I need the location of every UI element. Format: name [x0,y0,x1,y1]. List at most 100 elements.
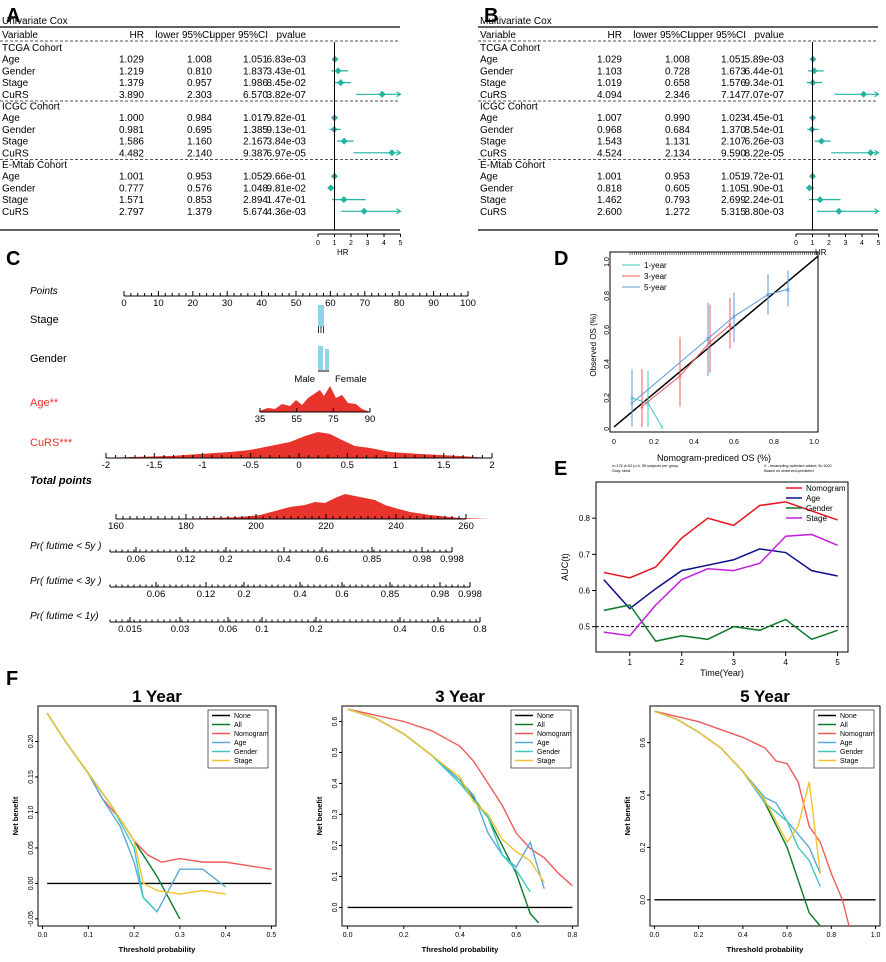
hr-value: 1.379 [119,78,144,89]
lower-ci-value: 1.131 [665,137,690,148]
dca-title: 5 Year [740,687,790,706]
net-benefit-line [46,712,226,895]
column-header: pvalue [755,30,785,41]
upper-ci-value: 1.052 [243,172,268,183]
hr-value: 1.462 [597,195,622,206]
pr-3y-tick-label: 0.06 [147,589,166,600]
hr-value: 2.600 [597,207,622,218]
variable-label: Gender [2,183,36,194]
legend-label: Gender [234,749,258,756]
calibration-point: × [786,285,791,294]
panel-letter-d: D [554,248,568,270]
total-points-density [170,494,490,519]
pr-1y-tick-label: 0.06 [219,624,238,635]
legend-label: Age [537,740,550,747]
total-points-tick-label: 240 [388,521,404,532]
legend-label: Stage [806,514,827,523]
hr-point [867,149,875,157]
cohort-label: TCGA Cohort [2,43,62,54]
dca-title: 3 Year [435,687,485,706]
variable-label: Stage [2,78,29,89]
lower-ci-value: 2.346 [665,90,690,101]
ci-arrow [874,208,880,215]
y-tick-label: 0.00 [28,877,35,891]
pvalue: 3.43e-01 [267,66,307,77]
y-tick-label: 0.05 [28,841,35,855]
pr-3y-tick-label: 0.12 [197,589,216,600]
variable-label: Stage [2,195,29,206]
cohort-label: E-Mtab Cohort [2,160,67,171]
legend-label: Age [806,494,821,503]
legend-label: Gender [840,749,864,756]
age-label: Age** [30,397,59,409]
hr-value: 1.019 [597,78,622,89]
y-tick-label: 0.0 [640,895,647,905]
pvalue: 6.26e-03 [745,137,785,148]
upper-ci-value: 1.576 [721,78,746,89]
net-benefit-line [347,708,573,887]
age-tick-label: 35 [255,414,266,425]
variable-label: Age [2,113,20,124]
pr-1y-tick-label: 0.2 [309,624,322,635]
pr-3y-tick-label: 0.6 [335,589,348,600]
cohort-label: ICGC Cohort [480,102,538,113]
calibration-point: × [678,372,683,381]
forest-title: Multivariate Cox [480,16,552,27]
y-tick-label: 0.1 [332,871,339,881]
curs-tick-label: 0 [296,460,301,471]
upper-ci-value: 1.051 [721,172,746,183]
variable-label: Age [480,113,498,124]
legend-label: 3-year [644,272,667,281]
y-axis-label: AUC(t) [560,553,570,581]
variable-label: Gender [2,66,36,77]
x-tick-label: 2 [827,240,831,247]
pvalue: 3.84e-03 [267,137,307,148]
x-tick-label: 0 [316,240,320,247]
x-tick-label: 0.2 [694,932,704,939]
x-tick-label: 1.0 [809,439,819,446]
x-tick-label: 0.8 [769,439,779,446]
curs-tick-label: 0.5 [341,460,354,471]
column-header: lower 95%CI [155,30,212,41]
total-points-tick-label: 200 [248,521,264,532]
upper-ci-value: 2.167 [243,137,268,148]
gender-female-label: Female [335,374,367,385]
legend-label: Age [840,740,853,747]
x-axis-label: Threshold probability [727,945,804,954]
curs-tick-label: -1 [198,460,206,471]
pvalue: 2.24e-01 [745,195,785,206]
lower-ci-value: 0.810 [187,66,212,77]
pvalue: 8.54e-01 [745,125,785,136]
y-tick-label: 0.4 [604,359,611,369]
lower-ci-value: 0.728 [665,66,690,77]
legend-label: Nomogram [537,731,572,738]
hr-value: 1.029 [119,55,144,66]
pr-5y-tick-label: 0.98 [413,554,432,565]
x-tick-label: 0.0 [343,932,353,939]
variable-label: CuRS [480,90,507,101]
lower-ci-value: 0.990 [665,113,690,124]
pvalue: 6.44e-01 [745,66,785,77]
legend-label: Nomogram [806,484,846,493]
legend-label: 1-year [644,261,667,270]
y-tick-label: 0.6 [604,325,611,335]
panel-f-dca-5-year: 5 Year 0.0 0.2 0.4 0.6 0.8 1.0 0.0 0.2 0.4 0.6 Thre… [623,687,881,954]
curs-label: CuRS*** [30,437,73,449]
y-tick-label: 0.4 [332,778,339,788]
points-label: Points [30,286,58,297]
pvalue: 9.34e-01 [745,78,785,89]
x-axis-label: Threshold probability [422,945,499,954]
footnote: X - resampling optimism added, B=1000 [764,464,832,468]
y-tick-label: 0.2 [332,840,339,850]
x-tick-label: 0.4 [221,932,231,939]
pr-5y-tick-label: 0.998 [440,554,464,565]
legend-label: Stage [234,758,252,765]
y-tick-label: 0.2 [604,393,611,403]
x-tick-label: 1 [333,240,337,247]
calibration-point: × [630,399,635,408]
column-header: lower 95%CI [633,30,690,41]
pr-5y-tick-label: 0.06 [127,554,146,565]
x-tick-label: 0.6 [511,932,521,939]
calibration-line [641,324,731,407]
upper-ci-value: 9.590 [721,148,746,159]
